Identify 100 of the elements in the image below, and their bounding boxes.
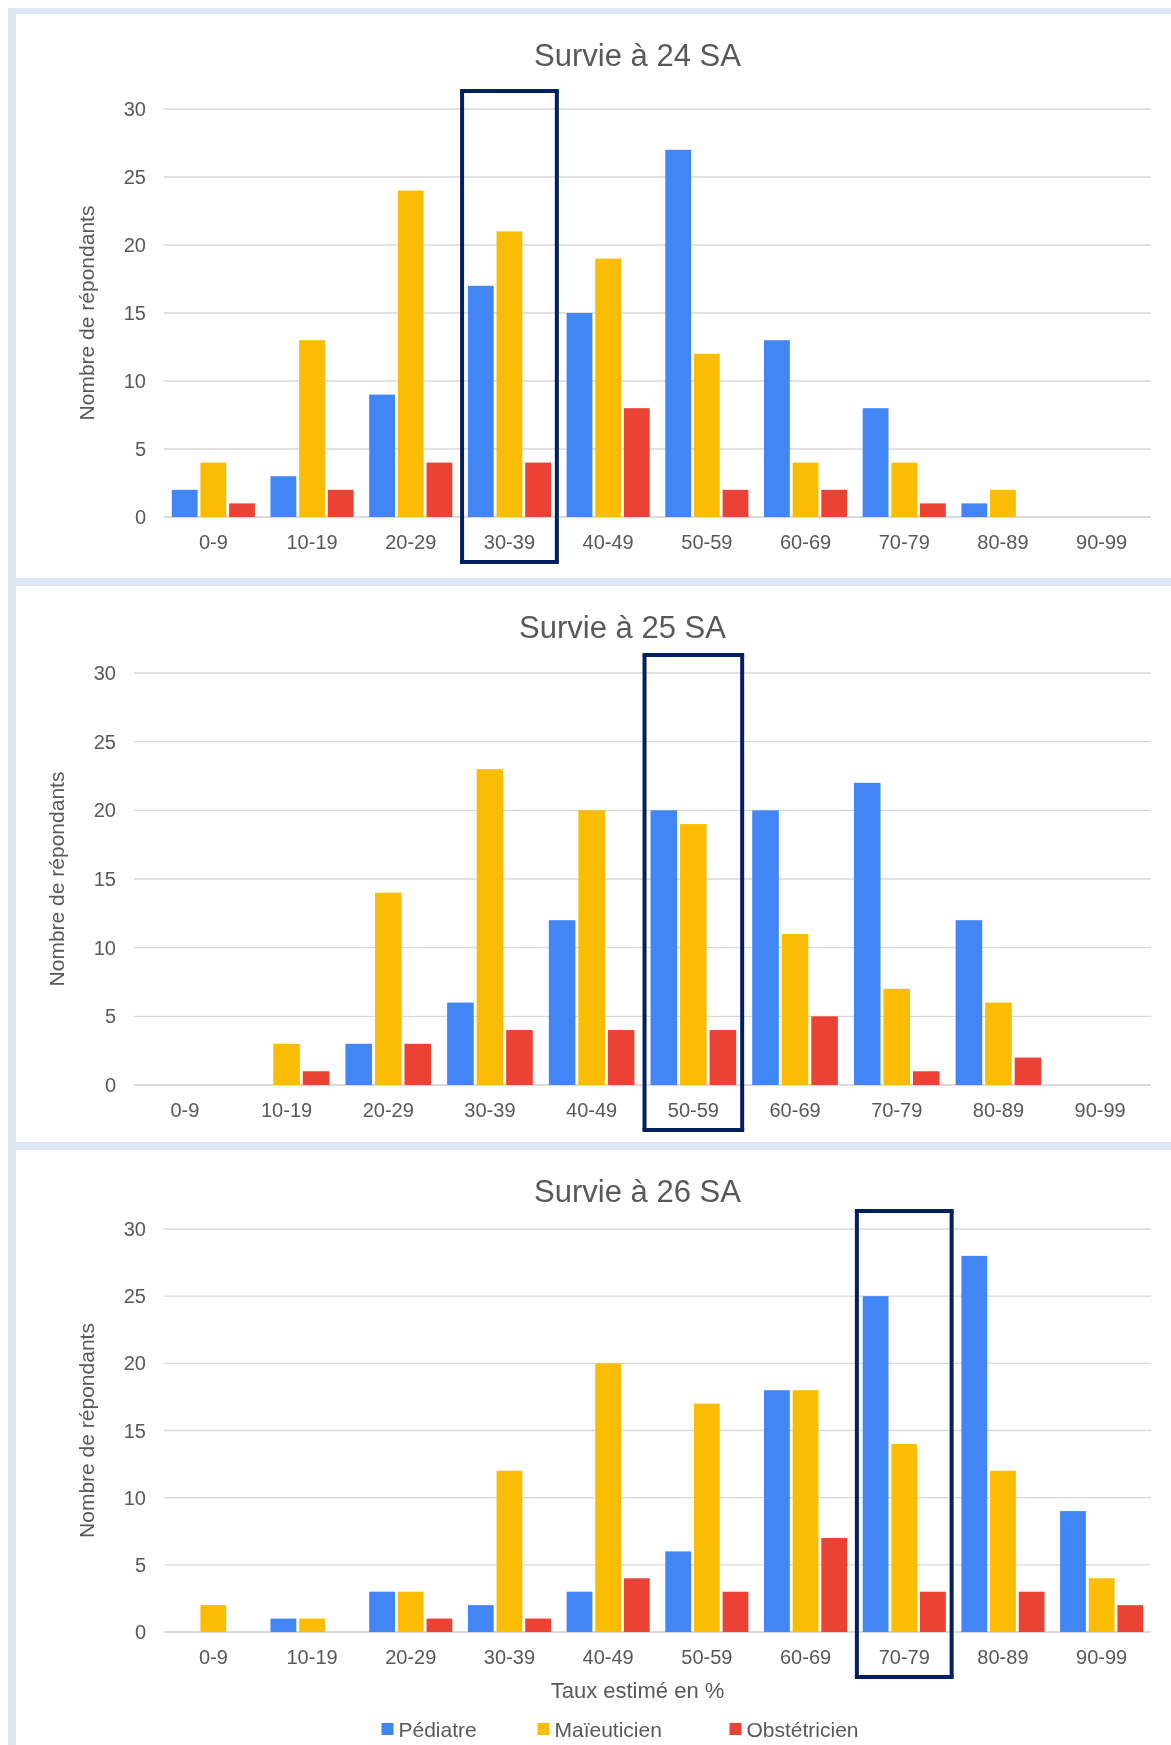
- chart-title: Survie à 26 SA: [534, 1174, 742, 1209]
- bar: [345, 1043, 373, 1085]
- y-tick-label: 20: [93, 799, 116, 822]
- x-tick-label: 50-59: [681, 531, 733, 553]
- bar: [369, 394, 395, 517]
- bar: [467, 1605, 494, 1632]
- bar: [665, 1551, 692, 1632]
- y-tick-label: 10: [93, 936, 116, 959]
- bar: [722, 489, 749, 517]
- bar: [374, 892, 402, 1085]
- x-tick-label: 70-79: [871, 1099, 923, 1121]
- bar: [792, 1390, 819, 1632]
- y-tick-label: 15: [123, 302, 146, 324]
- legend-label: Maïeuticien: [554, 1718, 662, 1742]
- bar: [476, 769, 504, 1085]
- bar: [404, 1043, 432, 1085]
- y-tick-label: 30: [93, 662, 116, 684]
- bar: [912, 1071, 940, 1085]
- bar: [920, 1591, 946, 1632]
- y-tick-label: 5: [134, 438, 146, 460]
- x-tick-label: 60-69: [779, 1646, 832, 1668]
- bar: [623, 1578, 650, 1632]
- y-tick-label: 25: [123, 166, 146, 188]
- bar: [171, 489, 198, 517]
- x-axis-title: Taux estimé en %: [550, 1678, 725, 1703]
- bar: [792, 462, 819, 517]
- bar: [862, 1296, 889, 1632]
- bar: [566, 1591, 593, 1632]
- bar: [200, 1605, 227, 1632]
- bar: [693, 353, 720, 517]
- y-axis-title: Nombre de répondants: [75, 1323, 98, 1538]
- bar: [764, 340, 790, 517]
- bar: [883, 988, 911, 1085]
- bar: [821, 489, 848, 517]
- bar: [955, 920, 983, 1085]
- bar: [302, 1071, 330, 1085]
- x-tick-label: 10-19: [260, 1099, 313, 1121]
- x-tick-label: 50-59: [667, 1099, 719, 1121]
- x-tick-label: 90-99: [1076, 531, 1128, 553]
- bar: [496, 1470, 523, 1632]
- x-tick-label: 80-89: [977, 531, 1029, 553]
- bar: [595, 1363, 622, 1632]
- bar: [811, 1016, 838, 1085]
- bar: [891, 462, 918, 517]
- bar: [607, 1030, 635, 1085]
- y-tick-label: 0: [134, 506, 146, 528]
- bar: [578, 810, 605, 1085]
- bar: [566, 313, 593, 517]
- bar: [1014, 1057, 1042, 1085]
- x-tick-label: 40-49: [566, 1099, 618, 1121]
- x-tick-label: 90-99: [1076, 1646, 1128, 1668]
- bar: [920, 503, 946, 517]
- bar: [781, 933, 809, 1085]
- bar: [961, 503, 988, 517]
- bar: [270, 1618, 297, 1632]
- y-tick-label: 25: [93, 730, 116, 753]
- bar: [273, 1043, 300, 1085]
- y-tick-label: 0: [104, 1074, 116, 1096]
- y-tick-label: 10: [123, 370, 146, 392]
- bar: [525, 1618, 551, 1632]
- x-tick-label: 60-69: [769, 1099, 821, 1121]
- x-tick-label: 30-39: [483, 531, 536, 553]
- x-tick-label: 90-99: [1074, 1099, 1126, 1121]
- bar: [1088, 1578, 1115, 1632]
- y-tick-label: 30: [123, 98, 146, 120]
- bar: [200, 462, 227, 517]
- bar: [496, 231, 523, 517]
- y-tick-label: 5: [104, 1005, 116, 1028]
- chart-title: Survie à 24 SA: [534, 38, 742, 73]
- bar: [709, 1030, 737, 1085]
- y-axis-title: Nombre de répondants: [45, 771, 68, 987]
- x-tick-label: 20-29: [362, 1099, 414, 1121]
- x-tick-label: 50-59: [681, 1646, 733, 1668]
- bar: [623, 408, 650, 517]
- y-tick-label: 30: [123, 1218, 146, 1240]
- x-tick-label: 20-29: [385, 1646, 437, 1668]
- x-tick-label: 20-29: [385, 531, 437, 553]
- bar: [397, 190, 424, 517]
- bar: [327, 489, 354, 517]
- y-tick-label: 15: [123, 1419, 146, 1442]
- y-tick-label: 25: [123, 1285, 146, 1308]
- bar: [680, 824, 707, 1085]
- legend-label: Pédiatre: [398, 1718, 477, 1742]
- bar: [650, 810, 678, 1085]
- x-tick-label: 30-39: [483, 1646, 536, 1668]
- bar: [270, 476, 297, 517]
- bar: [426, 462, 453, 517]
- bar: [985, 1002, 1012, 1085]
- bar: [595, 258, 622, 517]
- bar: [961, 1255, 988, 1632]
- bar: [1060, 1511, 1086, 1632]
- bar: [447, 1002, 474, 1085]
- y-tick-label: 0: [134, 1621, 146, 1643]
- x-tick-label: 60-69: [779, 531, 832, 553]
- bar: [369, 1591, 395, 1632]
- y-tick-label: 5: [134, 1553, 146, 1576]
- bar: [665, 149, 692, 517]
- legend-label: Obstétricien: [746, 1718, 859, 1742]
- bar: [229, 503, 255, 517]
- bar: [1117, 1605, 1144, 1632]
